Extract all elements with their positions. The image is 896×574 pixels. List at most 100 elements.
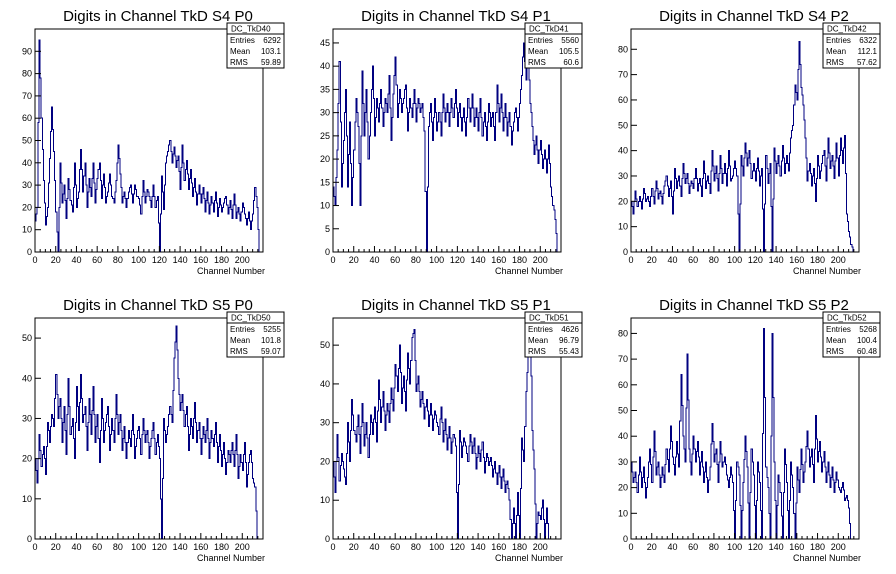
histogram-series [35, 40, 260, 252]
x-tick-label: 100 [429, 542, 444, 552]
y-tick-label: 20 [22, 454, 32, 464]
x-tick-label: 100 [131, 255, 146, 265]
x-tick-label: 40 [667, 255, 677, 265]
stats-label: Entries [826, 325, 851, 334]
stats-label: RMS [826, 347, 844, 356]
stats-box: DC_TkD41Entries 5560Mean 105.5RMS 60.6 [525, 23, 582, 68]
y-tick-label: 70 [618, 70, 628, 80]
histogram-panel-5: Digits in Channel TkD S5 P20 20 40 60 80 100 1… [618, 297, 880, 563]
y-tick-label: 70 [618, 354, 628, 364]
y-tick-label: 20 [320, 154, 330, 164]
y-tick-label: 80 [618, 44, 628, 54]
x-tick-label: 40 [667, 542, 677, 552]
y-tick-label: 15 [320, 177, 330, 187]
x-tick-label: 140 [173, 255, 188, 265]
chart-title: Digits in Channel TkD S5 P2 [659, 297, 849, 314]
x-tick-label: 160 [789, 542, 804, 552]
histogram-series [35, 326, 258, 539]
x-tick-label: 20 [51, 542, 61, 552]
stats-box: DC_TkD42 Entries 6322 Mean 112.1 RMS 57.62 [823, 23, 880, 68]
stats-label: Entries [528, 36, 553, 45]
y-tick-label: 0 [325, 534, 330, 544]
x-tick-label: 180 [810, 542, 825, 552]
y-tick-label: 30 [22, 413, 32, 423]
y-tick-label: 50 [618, 406, 628, 416]
y-tick-label: 10 [22, 494, 32, 504]
stats-label: Mean [230, 336, 250, 345]
x-tick-label: 60 [390, 255, 400, 265]
stats-label: Entries [230, 36, 255, 45]
y-tick-label: 35 [320, 84, 330, 94]
x-tick-label: 0 [32, 542, 37, 552]
y-tick-label: 30 [320, 108, 330, 118]
x-tick-label: 100 [727, 255, 742, 265]
chart-title: Digits in Channel TkD S4 P2 [659, 8, 849, 25]
stats-name: DC_TkD42 [827, 25, 867, 34]
x-tick-label: 100 [727, 542, 742, 552]
stats-value: 100.4 [857, 336, 878, 345]
y-tick-label: 10 [320, 201, 330, 211]
stats-value: 60.6 [563, 58, 579, 67]
stats-value: 59.07 [261, 347, 282, 356]
stats-label: RMS [528, 58, 546, 67]
x-tick-label: 180 [512, 255, 527, 265]
x-tick-label: 200 [533, 255, 548, 265]
x-tick-label: 60 [92, 542, 102, 552]
stats-label: RMS [826, 58, 844, 67]
stats-value: 6292 [263, 36, 281, 45]
x-tick-label: 80 [411, 542, 421, 552]
stats-value: 5255 [263, 325, 281, 334]
chart-title: Digits in Channel TkD S5 P1 [361, 297, 551, 314]
y-tick-label: 90 [22, 46, 32, 56]
histogram-series [333, 326, 552, 539]
y-tick-label: 70 [22, 91, 32, 101]
x-tick-label: 80 [113, 542, 123, 552]
stats-name: DC_TkD40 [231, 25, 271, 34]
y-tick-label: 10 [22, 225, 32, 235]
stats-label: Mean [528, 47, 548, 56]
y-tick-label: 10 [618, 508, 628, 518]
x-tick-label: 40 [71, 255, 81, 265]
y-tick-label: 80 [618, 328, 628, 338]
x-tick-label: 180 [214, 542, 229, 552]
histogram-series [631, 328, 852, 539]
x-tick-label: 160 [491, 255, 506, 265]
y-tick-label: 40 [22, 373, 32, 383]
y-tick-label: 50 [320, 340, 330, 350]
stats-label: Entries [826, 36, 851, 45]
y-tick-label: 10 [320, 495, 330, 505]
x-axis-label: Channel Number [495, 553, 563, 563]
stats-box: DC_TkD51Entries 4626Mean 96.79RMS 55.43 [525, 312, 582, 357]
x-tick-label: 0 [32, 255, 37, 265]
x-axis-label: Channel Number [793, 553, 861, 563]
stats-value: 103.1 [261, 47, 282, 56]
x-tick-label: 0 [628, 255, 633, 265]
stats-value: 105.5 [559, 47, 580, 56]
histogram-canvas: Digits in Channel TkD S4 P00 20 40 60 80 100 1… [0, 0, 896, 574]
stats-box: DC_TkD52 Entries 5268 Mean 100.4 RMS 60.48 [823, 312, 880, 357]
x-tick-label: 120 [450, 255, 465, 265]
y-tick-label: 40 [618, 431, 628, 441]
stats-value: 6322 [859, 36, 877, 45]
x-tick-label: 20 [349, 542, 359, 552]
stats-name: DC_TkD52 [827, 314, 867, 323]
x-tick-label: 0 [330, 255, 335, 265]
stats-box: DC_TkD50 Entries 5255 Mean 101.8 RMS 59.07 [227, 312, 284, 357]
x-tick-label: 80 [709, 542, 719, 552]
chart-title: Digits in Channel TkD S5 P0 [63, 297, 253, 314]
x-tick-label: 60 [92, 255, 102, 265]
x-tick-label: 60 [390, 542, 400, 552]
y-tick-label: 30 [618, 171, 628, 181]
x-tick-label: 180 [810, 255, 825, 265]
stats-value: 101.8 [261, 336, 282, 345]
stats-value: 55.43 [559, 347, 580, 356]
x-tick-label: 140 [173, 542, 188, 552]
stats-label: Entries [528, 325, 553, 334]
x-tick-label: 40 [71, 542, 81, 552]
x-axis-label: Channel Number [197, 266, 265, 276]
x-tick-label: 140 [471, 255, 486, 265]
x-tick-label: 180 [512, 542, 527, 552]
y-tick-label: 80 [22, 69, 32, 79]
y-tick-label: 40 [22, 158, 32, 168]
x-tick-label: 0 [628, 542, 633, 552]
